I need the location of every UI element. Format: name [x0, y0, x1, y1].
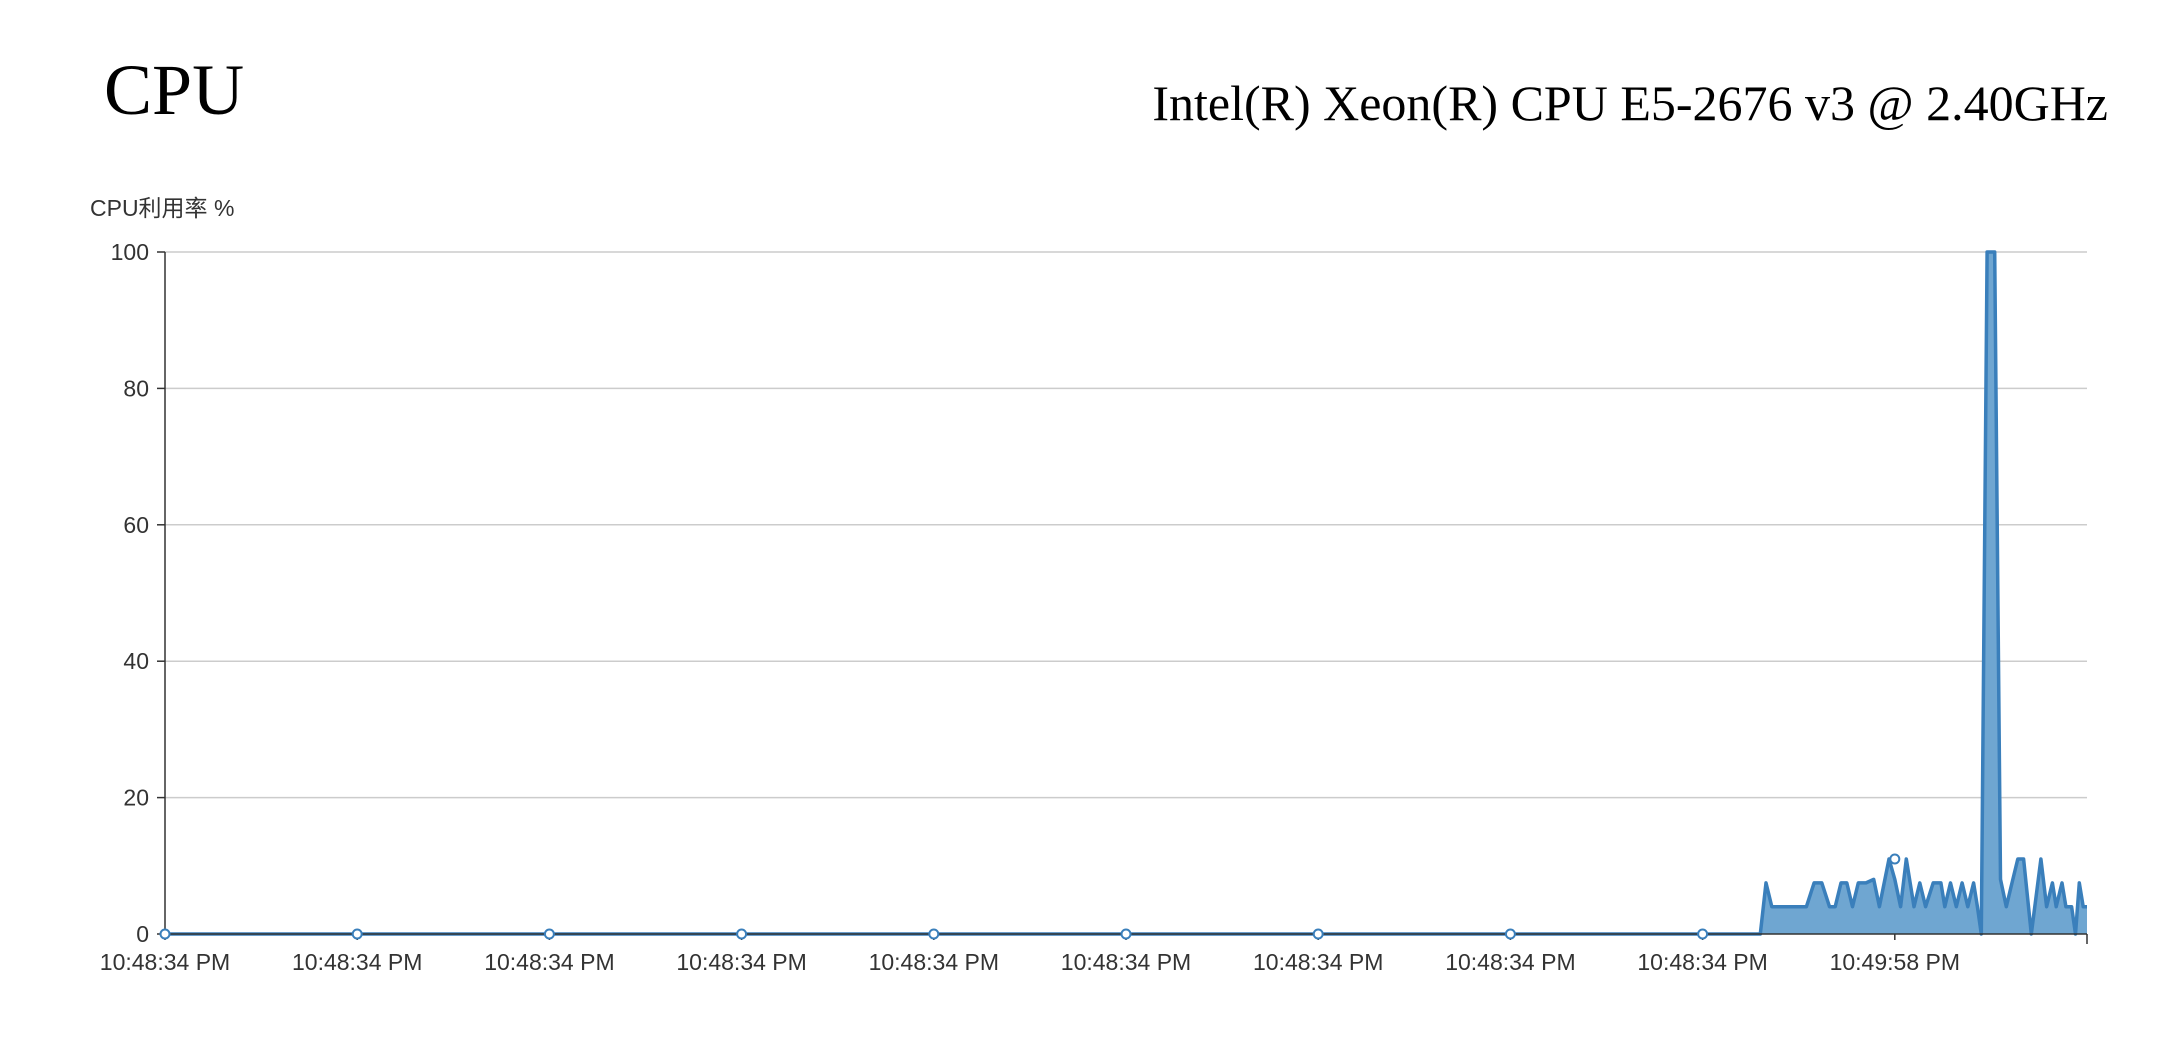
data-point: [1312, 928, 1324, 940]
x-tick-label: 10:48:34 PM: [869, 949, 999, 975]
data-point: [543, 928, 555, 940]
x-tick-label: 10:48:34 PM: [676, 949, 806, 975]
x-tick-label: 10:49:58 PM: [1830, 949, 1960, 975]
x-tick-label: 10:48:34 PM: [1061, 949, 1191, 975]
x-tick-label: 10:48:34 PM: [1253, 949, 1383, 975]
page-title: CPU: [104, 50, 245, 130]
x-tick-label: 10:48:34 PM: [100, 949, 230, 975]
data-point: [159, 928, 171, 940]
y-tick-label: 80: [123, 375, 149, 401]
x-tick-label: 10:48:34 PM: [1637, 949, 1767, 975]
y-tick-label: 60: [123, 512, 149, 538]
point-markers: [159, 853, 1901, 940]
y-tick-label: 100: [111, 239, 149, 265]
data-point: [1120, 928, 1132, 940]
area-fill: [165, 252, 2087, 934]
cpu-model-label: Intel(R) Xeon(R) CPU E5-2676 v3 @ 2.40GH…: [1152, 75, 2108, 131]
data-point: [928, 928, 940, 940]
area-series: [165, 250, 2087, 936]
data-point: [1889, 853, 1901, 865]
data-point: [1504, 928, 1516, 940]
x-tick-label: 10:48:34 PM: [1445, 949, 1575, 975]
y-axis-title: CPU利用率 %: [90, 195, 234, 221]
grid-lines: [165, 251, 2087, 799]
x-tick-label: 10:48:34 PM: [292, 949, 422, 975]
x-tick-label: 10:48:34 PM: [484, 949, 614, 975]
y-tick-label: 0: [136, 921, 149, 947]
y-tick-label: 40: [123, 648, 149, 674]
data-point: [736, 928, 748, 940]
data-point: [351, 928, 363, 940]
series-line: [165, 250, 2087, 936]
data-point: [1697, 928, 1709, 940]
y-tick-label: 20: [123, 785, 149, 811]
axes: 0 20 40 60 80 100 10:48:34 PM 10:48:34 PM 10:48:…: [100, 239, 2088, 975]
